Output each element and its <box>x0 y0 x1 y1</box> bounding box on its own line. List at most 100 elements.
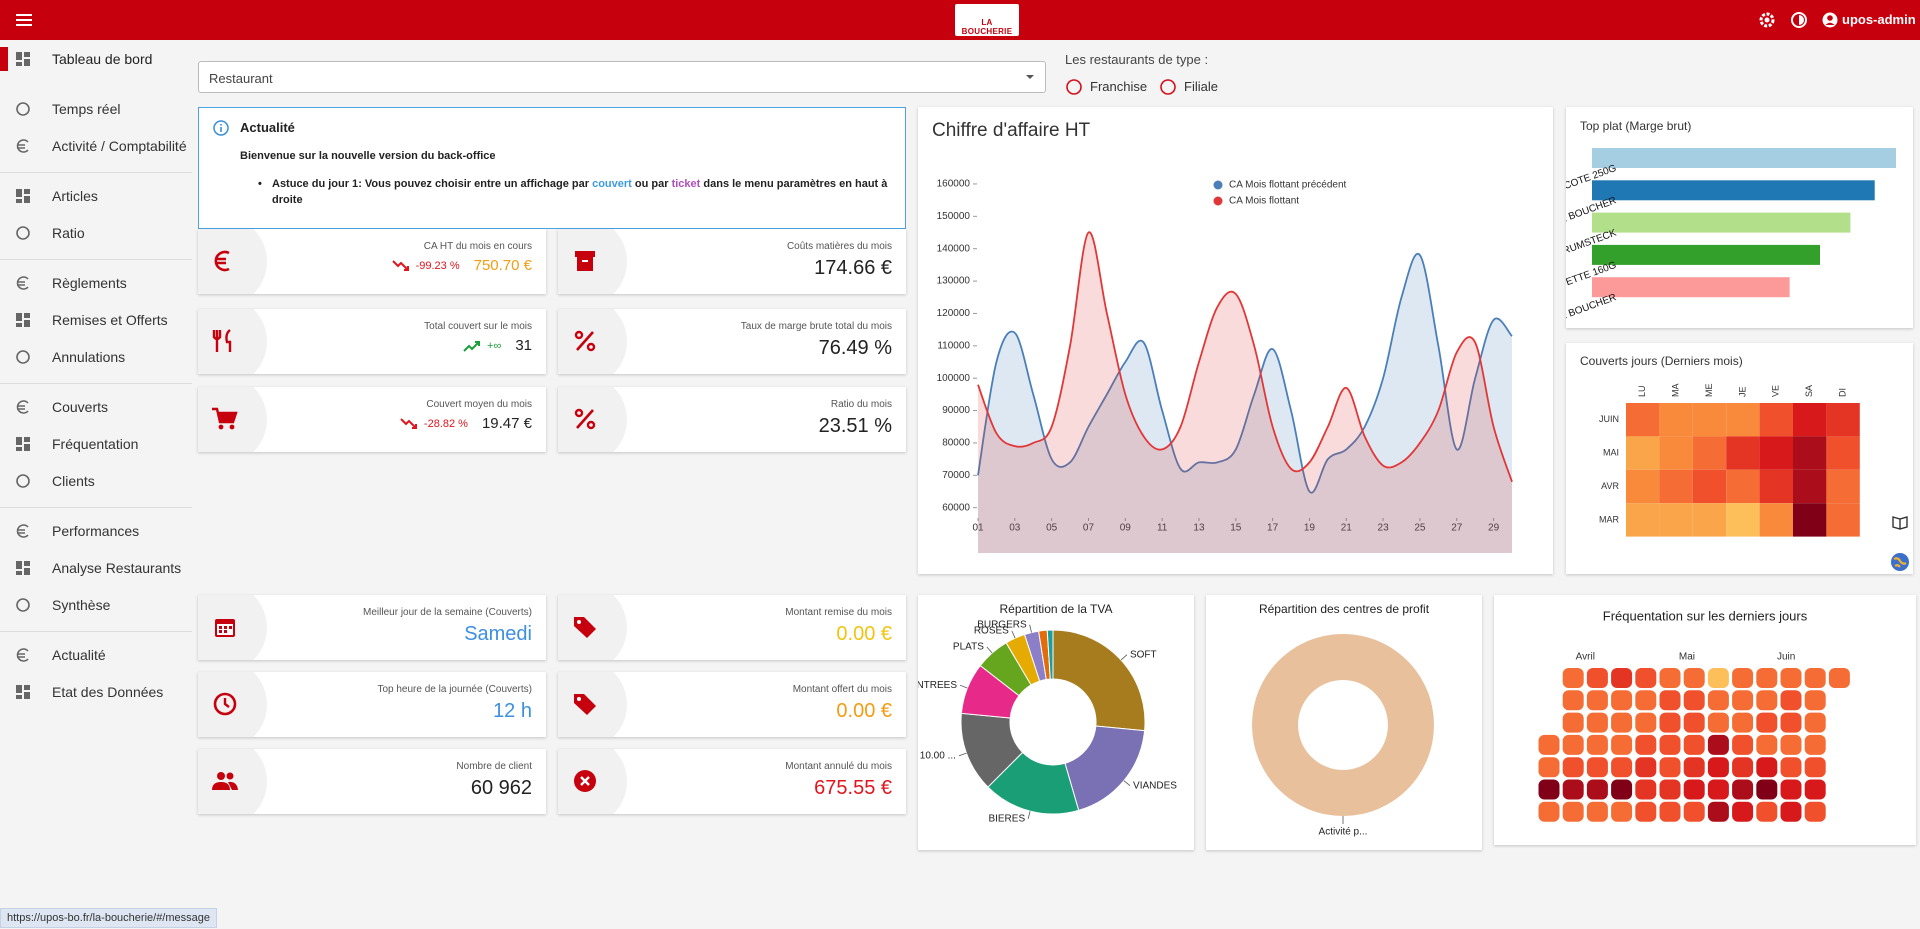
bar[interactable] <box>1592 180 1875 201</box>
nav-item[interactable]: Annulations <box>0 342 192 372</box>
nav-label[interactable]: Articles <box>52 188 98 204</box>
day-cell[interactable] <box>1611 757 1633 778</box>
bar[interactable] <box>1592 148 1896 168</box>
bar[interactable] <box>1592 212 1851 233</box>
day-cell[interactable] <box>1732 690 1754 711</box>
day-cell[interactable] <box>1586 690 1608 711</box>
nav-label[interactable]: Actualité <box>52 647 106 663</box>
day-cell[interactable] <box>1611 734 1633 755</box>
day-cell[interactable] <box>1732 668 1754 688</box>
day-cell[interactable] <box>1707 668 1729 688</box>
nav-item[interactable]: Règlements <box>0 268 192 298</box>
nav-item[interactable]: Synthèse <box>0 590 192 620</box>
day-cell[interactable] <box>1683 712 1705 733</box>
day-cell[interactable] <box>1562 690 1584 711</box>
day-cell[interactable] <box>1586 734 1608 755</box>
day-cell[interactable] <box>1707 801 1729 822</box>
nav-item[interactable]: Ratio <box>0 218 192 248</box>
heat-cell[interactable] <box>1659 436 1693 470</box>
heat-cell[interactable] <box>1759 436 1793 470</box>
nav-item[interactable]: Temps réel <box>0 94 192 124</box>
heat-cell[interactable] <box>1692 403 1727 437</box>
day-cell[interactable] <box>1732 734 1754 755</box>
heat-cell[interactable] <box>1626 469 1660 504</box>
day-cell[interactable] <box>1780 779 1802 800</box>
language-icon[interactable] <box>1889 551 1911 573</box>
day-cell[interactable] <box>1538 757 1560 778</box>
day-cell[interactable] <box>1635 668 1657 688</box>
day-cell[interactable] <box>1635 712 1657 733</box>
day-cell[interactable] <box>1683 757 1705 778</box>
day-cell[interactable] <box>1635 757 1657 778</box>
radio-label[interactable]: Franchise <box>1090 79 1148 94</box>
day-cell[interactable] <box>1538 779 1560 800</box>
nav-label[interactable]: Analyse Restaurants <box>52 560 182 576</box>
day-cell[interactable] <box>1756 668 1778 688</box>
heat-cell[interactable] <box>1726 503 1760 537</box>
day-cell[interactable] <box>1562 712 1584 733</box>
nav-label[interactable]: Synthèse <box>52 597 111 613</box>
day-cell[interactable] <box>1562 757 1584 778</box>
day-cell[interactable] <box>1780 757 1802 778</box>
settings-icon[interactable] <box>1757 10 1777 30</box>
nav-label[interactable]: Remises et Offerts <box>52 312 168 328</box>
heat-cell[interactable] <box>1793 469 1827 504</box>
day-cell[interactable] <box>1683 668 1705 688</box>
day-cell[interactable] <box>1756 734 1778 755</box>
day-cell[interactable] <box>1804 690 1826 711</box>
heat-cell[interactable] <box>1726 436 1760 470</box>
day-cell[interactable] <box>1707 757 1729 778</box>
nav-item[interactable]: Tableau de bord <box>0 44 192 74</box>
day-cell[interactable] <box>1586 779 1608 800</box>
radio-label[interactable]: Filiale <box>1184 79 1218 94</box>
day-cell[interactable] <box>1804 668 1826 688</box>
day-cell[interactable] <box>1732 779 1754 800</box>
bar[interactable] <box>1592 277 1790 298</box>
heat-cell[interactable] <box>1826 436 1860 470</box>
day-cell[interactable] <box>1683 690 1705 711</box>
heat-cell[interactable] <box>1692 436 1727 470</box>
nav-item[interactable]: Actualité <box>0 640 192 670</box>
restaurant-select[interactable]: Restaurant <box>198 61 1046 93</box>
nav-item[interactable]: Couverts <box>0 392 192 422</box>
heat-cell[interactable] <box>1659 403 1693 437</box>
day-cell[interactable] <box>1732 757 1754 778</box>
heat-cell[interactable] <box>1659 469 1693 504</box>
day-cell[interactable] <box>1611 779 1633 800</box>
nav-label[interactable]: Etat des Données <box>52 684 164 700</box>
radio[interactable] <box>1065 78 1085 96</box>
heat-cell[interactable] <box>1626 436 1660 470</box>
day-cell[interactable] <box>1635 801 1657 822</box>
day-cell[interactable] <box>1659 779 1681 800</box>
heat-cell[interactable] <box>1759 503 1793 537</box>
day-cell[interactable] <box>1707 779 1729 800</box>
day-cell[interactable] <box>1611 668 1633 688</box>
donut-segment[interactable] <box>1046 629 1054 680</box>
nav-item[interactable]: Performances <box>0 516 192 546</box>
day-cell[interactable] <box>1562 668 1584 688</box>
donut-segment[interactable] <box>1252 634 1434 816</box>
day-cell[interactable] <box>1562 734 1584 755</box>
nav-label[interactable]: Fréquentation <box>52 436 139 452</box>
heat-cell[interactable] <box>1726 403 1760 437</box>
heat-cell[interactable] <box>1659 503 1693 537</box>
user-name[interactable]: upos-admin <box>1842 12 1916 27</box>
donut-segment[interactable] <box>1064 725 1146 811</box>
day-cell[interactable] <box>1780 734 1802 755</box>
day-cell[interactable] <box>1756 779 1778 800</box>
day-cell[interactable] <box>1683 734 1705 755</box>
day-cell[interactable] <box>1828 668 1850 688</box>
day-cell[interactable] <box>1707 712 1729 733</box>
donut-segment[interactable] <box>1052 629 1146 732</box>
day-cell[interactable] <box>1683 801 1705 822</box>
day-cell[interactable] <box>1538 734 1560 755</box>
legend-label[interactable]: CA Mois flottant précédent <box>1229 180 1347 191</box>
heat-cell[interactable] <box>1793 403 1827 437</box>
day-cell[interactable] <box>1804 734 1826 755</box>
legend-swatch[interactable] <box>1213 180 1223 190</box>
heat-cell[interactable] <box>1826 403 1860 437</box>
day-cell[interactable] <box>1804 779 1826 800</box>
tip-link[interactable]: couvert <box>592 178 632 190</box>
day-cell[interactable] <box>1756 801 1778 822</box>
day-cell[interactable] <box>1635 690 1657 711</box>
